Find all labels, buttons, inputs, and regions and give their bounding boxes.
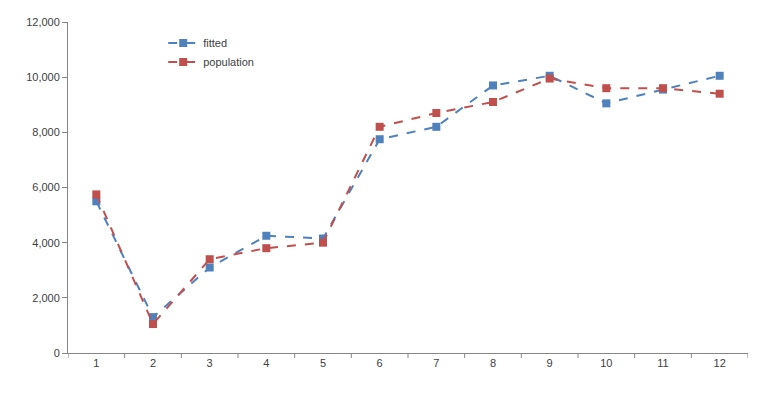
svg-text:9: 9 [547,357,553,369]
svg-text:4,000: 4,000 [32,237,60,249]
svg-text:2,000: 2,000 [32,292,60,304]
svg-text:fitted: fitted [203,37,227,49]
svg-text:population: population [203,56,254,68]
svg-text:8,000: 8,000 [32,126,60,138]
svg-text:7: 7 [433,357,439,369]
svg-text:4: 4 [263,357,269,369]
svg-text:10,000: 10,000 [26,71,60,83]
svg-text:5: 5 [320,357,326,369]
svg-text:10: 10 [600,357,612,369]
svg-text:6: 6 [377,357,383,369]
svg-text:12,000: 12,000 [26,16,60,28]
svg-text:3: 3 [207,357,213,369]
svg-text:6,000: 6,000 [32,181,60,193]
svg-text:12: 12 [714,357,726,369]
svg-text:11: 11 [657,357,668,369]
svg-text:1: 1 [93,357,99,369]
svg-text:0: 0 [54,347,60,359]
svg-text:2: 2 [150,357,156,369]
svg-text:8: 8 [490,357,496,369]
